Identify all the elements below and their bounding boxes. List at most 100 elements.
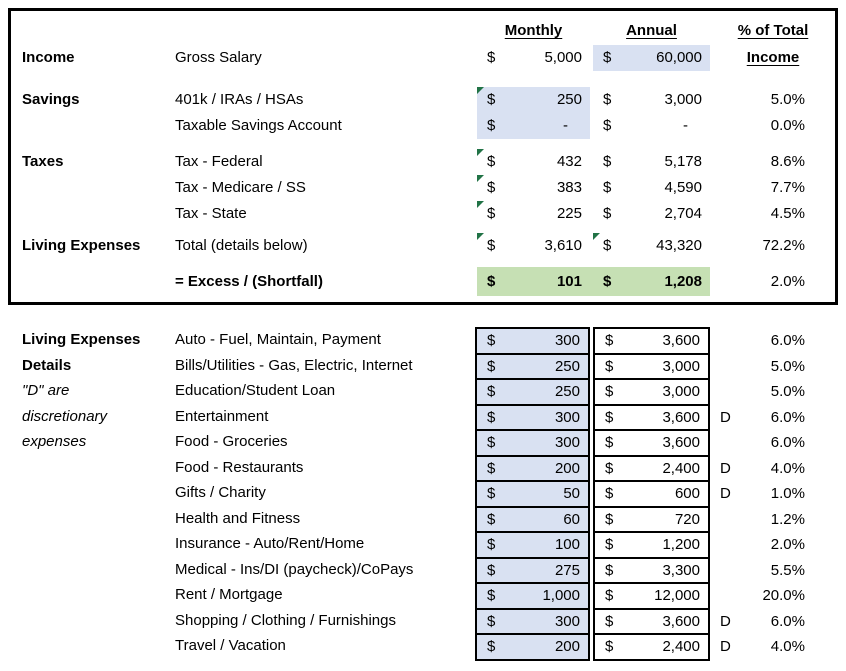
currency-symbol: $ bbox=[603, 153, 612, 170]
currency-symbol: $ bbox=[603, 273, 612, 290]
expense-row: Rent / Mortgage $1,000 $12,000 20.0% bbox=[0, 582, 846, 610]
discretionary-flag: D bbox=[720, 459, 731, 477]
401k-annual-cell[interactable]: $ 3,000 bbox=[593, 87, 710, 113]
currency-symbol: $ bbox=[605, 612, 614, 630]
excess-annual-cell[interactable]: $ 1,208 bbox=[593, 267, 710, 296]
income-header: Income bbox=[746, 49, 800, 66]
item-label: 401k / IRAs / HSAs bbox=[175, 91, 304, 108]
currency-symbol: $ bbox=[487, 49, 496, 66]
pct-value: 4.5% bbox=[770, 205, 805, 222]
cell-value: 2,704 bbox=[664, 205, 702, 222]
cell-value: 720 bbox=[674, 510, 700, 528]
expense-monthly-cell[interactable]: $300 bbox=[475, 403, 590, 431]
expense-row: Travel / Vacation $200 $2,400 D 4.0% bbox=[0, 633, 846, 661]
monthly-header-wrap: Monthly bbox=[477, 18, 590, 44]
tax-state-monthly-cell[interactable]: $ 225 bbox=[477, 201, 590, 227]
item-label: Tax - Federal bbox=[175, 153, 263, 170]
tax-federal-monthly-cell[interactable]: $ 432 bbox=[477, 149, 590, 175]
summary-row-taxable-savings: Taxable Savings Account $ - $ - 0.0% bbox=[11, 113, 835, 139]
expense-monthly-cell[interactable]: $275 bbox=[475, 556, 590, 584]
cell-value: 60 bbox=[563, 510, 580, 528]
living-total-annual-cell[interactable]: $ 43,320 bbox=[593, 233, 710, 259]
pct-value: 72.2% bbox=[762, 237, 805, 254]
currency-symbol: $ bbox=[487, 153, 496, 170]
expense-percent: 1.2% bbox=[770, 510, 805, 528]
cell-value: 50 bbox=[563, 485, 580, 503]
excess-monthly-cell[interactable]: $ 101 bbox=[477, 267, 590, 296]
income-monthly-cell[interactable]: $ 5,000 bbox=[477, 45, 590, 71]
expense-monthly-cell[interactable]: $100 bbox=[475, 531, 590, 559]
cell-value: - bbox=[683, 117, 688, 134]
currency-symbol: $ bbox=[605, 587, 614, 605]
expense-monthly-cell[interactable]: $300 bbox=[475, 607, 590, 635]
expense-label: Entertainment bbox=[175, 407, 269, 425]
living-total-monthly-cell[interactable]: $ 3,610 bbox=[477, 233, 590, 259]
income-annual-cell[interactable]: $ 60,000 bbox=[593, 45, 710, 71]
currency-symbol: $ bbox=[487, 638, 496, 656]
cell-value: 250 bbox=[556, 91, 582, 108]
expense-annual-cell[interactable]: $3,600 bbox=[593, 429, 710, 457]
expense-monthly-cell[interactable]: $50 bbox=[475, 480, 590, 508]
summary-row-tax-federal: Taxes Tax - Federal $ 432 $ 5,178 8.6% bbox=[11, 149, 835, 175]
taxable-annual-cell[interactable]: $ - bbox=[593, 113, 710, 139]
expense-percent: 6.0% bbox=[770, 612, 805, 630]
cell-value: 2,400 bbox=[662, 459, 700, 477]
expense-monthly-cell[interactable]: $200 bbox=[475, 454, 590, 482]
currency-symbol: $ bbox=[603, 91, 612, 108]
expense-monthly-cell[interactable]: $300 bbox=[475, 429, 590, 457]
expense-monthly-cell[interactable]: $300 bbox=[475, 327, 590, 355]
cell-value: 1,208 bbox=[664, 273, 702, 290]
taxable-monthly-cell[interactable]: $ - bbox=[477, 113, 590, 139]
details-rows: Living Expenses Auto - Fuel, Maintain, Pa… bbox=[0, 327, 846, 661]
expense-percent: 4.0% bbox=[770, 638, 805, 655]
formula-indicator-icon bbox=[593, 233, 600, 240]
expense-row: "D" are Education/Student Loan $250 $3,000 5… bbox=[0, 378, 846, 406]
expense-label: Travel / Vacation bbox=[175, 637, 286, 654]
expense-monthly-cell[interactable]: $250 bbox=[475, 378, 590, 406]
expense-annual-cell[interactable]: $600 bbox=[593, 480, 710, 508]
cell-value: 383 bbox=[556, 179, 582, 196]
cell-value: 3,300 bbox=[662, 561, 700, 579]
currency-symbol: $ bbox=[487, 273, 496, 290]
expense-monthly-cell[interactable]: $1,000 bbox=[475, 582, 590, 610]
cell-value: 2,400 bbox=[662, 638, 700, 656]
401k-monthly-cell[interactable]: $ 250 bbox=[477, 87, 590, 113]
expense-monthly-cell[interactable]: $60 bbox=[475, 505, 590, 533]
item-label: Tax - Medicare / SS bbox=[175, 179, 306, 196]
cell-value: 250 bbox=[554, 357, 580, 375]
formula-indicator-icon bbox=[477, 149, 484, 156]
expense-annual-cell[interactable]: $2,400 bbox=[593, 633, 710, 661]
expense-monthly-cell[interactable]: $250 bbox=[475, 352, 590, 380]
currency-symbol: $ bbox=[487, 383, 496, 401]
tax-medicare-annual-cell[interactable]: $ 4,590 bbox=[593, 175, 710, 201]
summary-box: Monthly Annual % of Total Income Gross S… bbox=[8, 8, 838, 305]
currency-symbol: $ bbox=[603, 179, 612, 196]
tax-medicare-monthly-cell[interactable]: $ 383 bbox=[477, 175, 590, 201]
currency-symbol: $ bbox=[605, 332, 614, 350]
tax-state-annual-cell[interactable]: $ 2,704 bbox=[593, 201, 710, 227]
currency-symbol: $ bbox=[487, 205, 496, 222]
discretionary-flag: D bbox=[720, 638, 731, 655]
pct-of-total-header: % of Total bbox=[737, 22, 809, 39]
expense-label: Bills/Utilities - Gas, Electric, Interne… bbox=[175, 356, 413, 374]
cell-value: 432 bbox=[556, 153, 582, 170]
pct-value: 2.0% bbox=[770, 273, 805, 290]
currency-symbol: $ bbox=[605, 357, 614, 375]
expense-row: Insurance - Auto/Rent/Home $100 $1,200 2.0% bbox=[0, 531, 846, 559]
cell-value: 60,000 bbox=[656, 49, 702, 66]
category-label: Income bbox=[22, 49, 75, 66]
cell-value: 250 bbox=[554, 383, 580, 401]
expense-row: Shopping / Clothing / Furnishings $300 $3,… bbox=[0, 607, 846, 635]
expense-label: Shopping / Clothing / Furnishings bbox=[175, 611, 396, 629]
item-label: Total (details below) bbox=[175, 237, 308, 254]
expense-monthly-cell[interactable]: $200 bbox=[475, 633, 590, 661]
expense-label: Insurance - Auto/Rent/Home bbox=[175, 535, 365, 552]
living-expenses-details: Living Expenses Auto - Fuel, Maintain, Pa… bbox=[0, 327, 846, 661]
expense-percent: 1.0% bbox=[770, 485, 805, 502]
pct-header-line2-wrap: Income bbox=[711, 45, 835, 71]
details-side-note: discretionary bbox=[22, 407, 108, 425]
tax-federal-annual-cell[interactable]: $ 5,178 bbox=[593, 149, 710, 175]
expense-percent: 6.0% bbox=[770, 434, 805, 451]
cell-value: 3,000 bbox=[662, 383, 700, 401]
expense-annual-cell[interactable]: $3,600 bbox=[593, 327, 710, 355]
